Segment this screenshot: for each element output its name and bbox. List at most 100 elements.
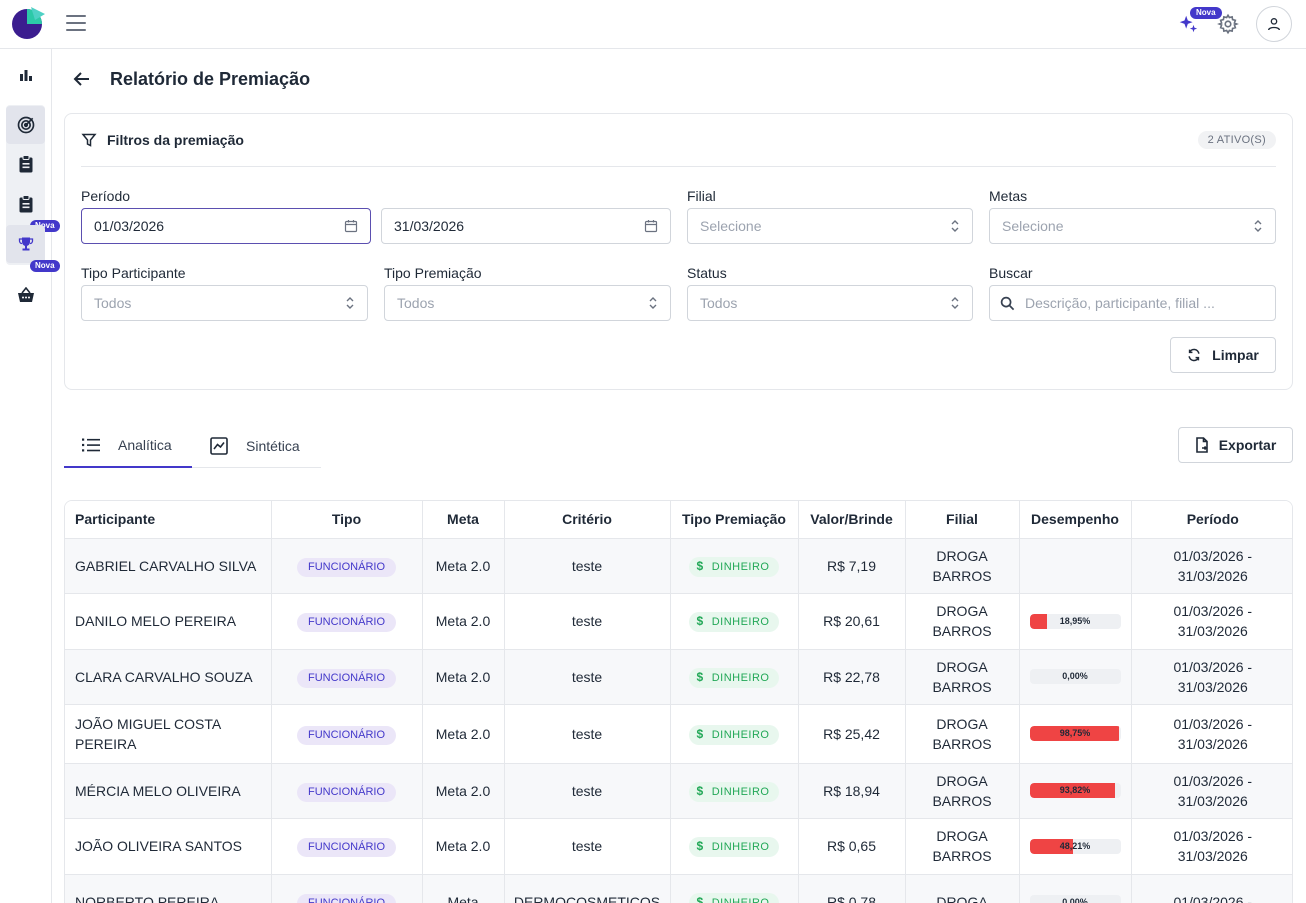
tipo-badge: FUNCIONÁRIO <box>297 838 396 857</box>
active-filters-badge: 2 ATIVO(S) <box>1197 131 1276 149</box>
premiacao-badge-label: DINHEIRO <box>711 671 770 684</box>
performance-bar: 18,95% <box>1029 613 1121 629</box>
view-tabs: Analítica Sintética <box>64 423 321 468</box>
column-header[interactable]: Participante <box>65 501 272 539</box>
tipo-badge: FUNCIONÁRIO <box>297 613 396 632</box>
awards-table: Participante Tipo Meta Critério Tipo Pre… <box>64 500 1293 903</box>
desempenho-cell <box>1019 538 1132 594</box>
chart-line-icon <box>210 436 228 455</box>
premiacao-badge: $ DINHEIRO <box>688 781 780 802</box>
basket-icon <box>17 287 34 302</box>
table-row[interactable]: JOÃO OLIVEIRA SANTOS FUNCIONÁRIO Meta 2.0 t… <box>65 818 1292 875</box>
criterio-cell: teste <box>504 593 671 650</box>
status-select[interactable]: Todos <box>687 285 973 321</box>
settings-button[interactable] <box>1212 8 1244 40</box>
filial-cell: DROGA BARROS <box>905 818 1020 875</box>
tipo-premiacao-select[interactable]: Todos <box>384 285 671 321</box>
chevron-updown-icon <box>649 297 657 309</box>
chevron-updown-icon <box>1254 220 1262 232</box>
performance-bar-label: 98,75% <box>1059 728 1091 738</box>
filter-icon <box>81 133 97 147</box>
meta-cell: Meta 2.0 <box>422 593 505 650</box>
performance-bar-fill <box>1029 838 1074 854</box>
tipo-premiacao-cell: $ DINHEIRO <box>670 763 799 819</box>
periodo-end-field[interactable]: 31/03/2026 <box>381 208 671 244</box>
table-row[interactable]: DANILO MELO PEREIRA FUNCIONÁRIO Meta 2.0 te… <box>65 593 1292 650</box>
column-header[interactable]: Período <box>1131 501 1292 539</box>
valor-cell: R$ 0,65 <box>798 818 906 875</box>
metas-select[interactable]: Selecione <box>989 208 1276 244</box>
tab-analitica-label: Analítica <box>118 436 172 453</box>
sidebar-item-goals[interactable] <box>6 106 45 144</box>
table-row[interactable]: MÉRCIA MELO OLIVEIRA FUNCIONÁRIO Meta 2.0 t… <box>65 763 1292 819</box>
column-header[interactable]: Valor/Brinde <box>798 501 906 539</box>
user-avatar[interactable] <box>1256 6 1292 42</box>
periodo-end-value: 31/03/2026 <box>394 218 465 234</box>
periodo-cell: 01/03/2026 - 31/03/2026 <box>1131 538 1292 594</box>
performance-bar-label: 0,00% <box>1062 896 1088 903</box>
column-header[interactable]: Filial <box>905 501 1020 539</box>
filial-select[interactable]: Selecione <box>687 208 973 244</box>
periodo-start-field[interactable]: 01/03/2026 <box>81 208 371 244</box>
calendar-icon[interactable] <box>344 219 358 233</box>
tipo-participante-value: Todos <box>94 295 132 311</box>
app-logo[interactable] <box>11 4 47 40</box>
tipo-premiacao-cell: $ DINHEIRO <box>670 704 799 764</box>
performance-bar: 0,00% <box>1029 669 1121 684</box>
tipo-cell: FUNCIONÁRIO <box>271 538 423 594</box>
desempenho-cell: 0,00% <box>1019 649 1132 705</box>
column-header[interactable]: Tipo <box>271 501 423 539</box>
sidebar-item-shop[interactable] <box>6 276 45 314</box>
sidebar-item-reports[interactable] <box>6 145 45 183</box>
performance-bar: 98,75% <box>1029 726 1121 741</box>
performance-bar-label: 48,21% <box>1059 840 1091 851</box>
table-row[interactable]: CLARA CARVALHO SOUZA FUNCIONÁRIO Meta 2.0 t… <box>65 649 1292 705</box>
sidebar-item-checklist[interactable] <box>6 185 45 223</box>
calendar-icon[interactable] <box>644 219 658 233</box>
premiacao-badge: $ DINHEIRO <box>688 724 780 745</box>
tipo-participante-select[interactable]: Todos <box>81 285 368 321</box>
tab-analitica[interactable]: Analítica <box>64 423 192 468</box>
periodo-cell: 01/03/2026 - 31/03/2026 <box>1131 818 1292 875</box>
column-header[interactable]: Desempenho <box>1019 501 1132 539</box>
ai-assistant-button[interactable]: Nova <box>1172 7 1222 40</box>
metas-label: Metas <box>989 188 1028 204</box>
dollar-icon: $ <box>696 614 704 628</box>
status-value: Todos <box>700 295 738 311</box>
export-button[interactable]: Exportar <box>1178 427 1293 463</box>
sidebar-item-awards[interactable] <box>6 225 45 263</box>
valor-cell: R$ 20,61 <box>798 593 906 650</box>
meta-cell: Meta 2.0 <box>422 649 505 705</box>
new-badge: Nova <box>1190 7 1222 19</box>
table-row[interactable]: GABRIEL CARVALHO SILVA FUNCIONÁRIO Meta 2.… <box>65 538 1292 594</box>
periodo-cell: 01/03/2026 - 31/03/2026 <box>1131 704 1292 764</box>
tab-sintetica[interactable]: Sintética <box>192 423 321 468</box>
clear-filters-button[interactable]: Limpar <box>1170 337 1276 373</box>
metas-placeholder: Selecione <box>1002 218 1064 234</box>
column-header[interactable]: Tipo Premiação <box>670 501 799 539</box>
search-input[interactable] <box>1025 295 1263 311</box>
filial-cell: DROGA BARROS <box>905 649 1020 705</box>
menu-toggle-icon[interactable] <box>66 14 86 32</box>
table-row[interactable]: JOÃO MIGUEL COSTA PEREIRA FUNCIONÁRIO Meta… <box>65 704 1292 764</box>
periodo-cell: 01/03/2026 - 31/03/2026 <box>1131 649 1292 705</box>
new-badge: Nova <box>30 260 60 272</box>
valor-cell: R$ 7,19 <box>798 538 906 594</box>
back-arrow-icon[interactable] <box>72 69 92 89</box>
chevron-updown-icon <box>346 297 354 309</box>
participant-cell: NORBERTO PEREIRA <box>65 874 272 903</box>
participant-cell: MÉRCIA MELO OLIVEIRA <box>65 763 272 819</box>
valor-cell: R$ 0,78 <box>798 874 906 903</box>
column-header[interactable]: Meta <box>422 501 505 539</box>
table-row[interactable]: NORBERTO PEREIRA FUNCIONÁRIO Meta DERMOCOSM… <box>65 874 1292 903</box>
tipo-badge: FUNCIONÁRIO <box>297 894 396 903</box>
column-header[interactable]: Critério <box>504 501 671 539</box>
performance-bar: 0,00% <box>1029 894 1121 903</box>
tipo-premiacao-cell: $ DINHEIRO <box>670 593 799 650</box>
search-field[interactable] <box>989 285 1276 321</box>
sidebar-item-dashboard[interactable] <box>6 56 45 94</box>
tipo-cell: FUNCIONÁRIO <box>271 704 423 764</box>
tipo-cell: FUNCIONÁRIO <box>271 593 423 650</box>
export-label: Exportar <box>1218 437 1277 453</box>
tipo-cell: FUNCIONÁRIO <box>271 818 423 875</box>
